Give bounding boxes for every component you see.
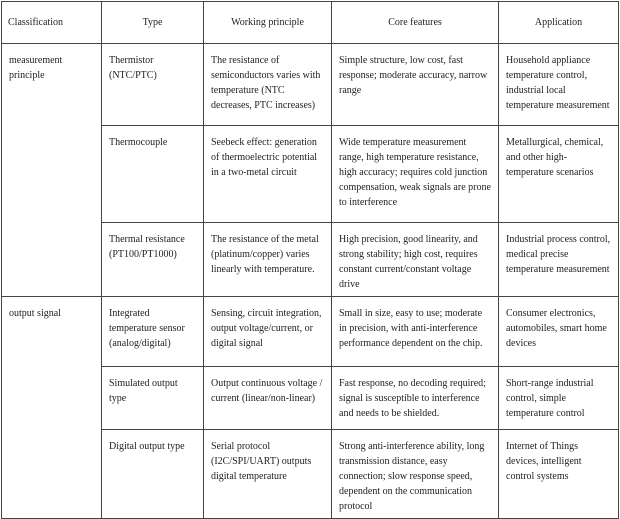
type-cell: Thermistor (NTC/PTC)	[101, 43, 204, 126]
application-cell: Consumer electronics, automobiles, smart…	[498, 296, 619, 367]
column-header: Classification	[1, 1, 102, 44]
application-cell: Short-range industrial control, simple t…	[498, 366, 619, 430]
features-cell: Small in size, easy to use; moderate in …	[331, 296, 499, 367]
features-cell: Simple structure, low cost, fast respons…	[331, 43, 499, 126]
table-header: Classification Type Working principle Core …	[1, 1, 619, 44]
principle-cell: Sensing, circuit integration, output vol…	[203, 296, 332, 367]
features-cell: High precision, good linearity, and stro…	[331, 222, 499, 297]
type-cell: Digital output type	[101, 429, 204, 519]
table-row: Thermal resistance (PT100/PT1000) The res…	[2, 222, 619, 297]
table-row: Simulated output type Output continuous v…	[2, 366, 619, 430]
column-header: Application	[498, 1, 619, 44]
table-body: measurement principle Thermistor (NTC/PTC…	[1, 43, 619, 519]
header-row: Classification Type Working principle Core …	[1, 1, 619, 44]
type-cell: Thermocouple	[101, 125, 204, 223]
column-header: Core features	[331, 1, 499, 44]
principle-cell: Output continuous voltage / current (lin…	[203, 366, 332, 430]
principle-cell: The resistance of semiconductors varies …	[203, 43, 332, 126]
features-cell: Wide temperature measurement range, high…	[331, 125, 499, 223]
type-cell: Integrated temperature sensor (analog/di…	[101, 296, 204, 367]
features-cell: Strong anti-interference ability, long t…	[331, 429, 499, 519]
table-row: output signal Integrated temperature sens…	[1, 296, 619, 519]
principle-cell: Serial protocol (I2C/SPI/UART) outputs d…	[203, 429, 332, 519]
application-cell: Household appliance temperature control,…	[498, 43, 619, 126]
principle-cell: Seebeck effect: generation of thermoelec…	[203, 125, 332, 223]
table-row: Thermocouple Seebeck effect: generation o…	[2, 125, 619, 223]
application-cell: Industrial process control, medical prec…	[498, 222, 619, 297]
type-cell: Thermal resistance (PT100/PT1000)	[101, 222, 204, 297]
type-cell: Simulated output type	[101, 366, 204, 430]
features-cell: Fast response, no decoding required; sig…	[331, 366, 499, 430]
classification-cell: measurement principle	[1, 43, 102, 297]
application-cell: Metallurgical, chemical, and other high-…	[498, 125, 619, 223]
principle-cell: The resistance of the metal (platinum/co…	[203, 222, 332, 297]
application-cell: Internet of Things devices, intelligent …	[498, 429, 619, 519]
table-row: measurement principle Thermistor (NTC/PTC…	[1, 43, 619, 297]
column-header: Type	[101, 1, 204, 44]
classification-cell: output signal	[1, 296, 102, 519]
column-header: Working principle	[203, 1, 332, 44]
